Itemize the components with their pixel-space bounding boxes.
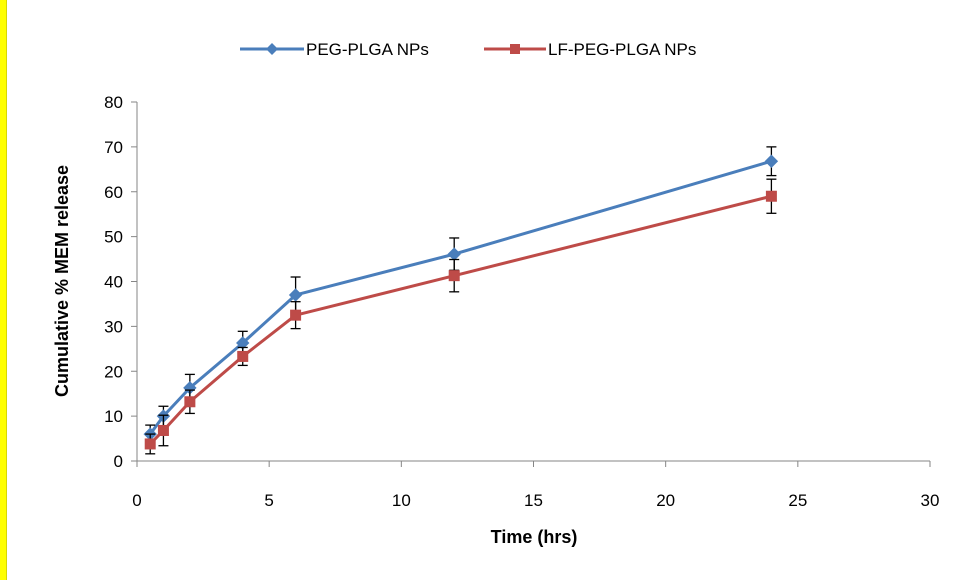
data-point-square — [448, 270, 460, 282]
legend-entry-lf-peg-plga: LF-PEG-PLGA NPs — [484, 40, 696, 59]
series-peg-plga — [143, 146, 779, 444]
plot-area — [143, 146, 779, 455]
y-tick-label: 80 — [104, 93, 123, 112]
axes — [131, 101, 931, 467]
x-tick-label: 20 — [656, 491, 675, 510]
x-tick-label: 25 — [788, 491, 807, 510]
x-tick-label: 5 — [264, 491, 273, 510]
y-tick-label: 40 — [104, 273, 123, 292]
data-point-square — [144, 438, 156, 450]
y-tick-label: 10 — [104, 407, 123, 426]
series-lf-peg-plga — [144, 178, 777, 455]
y-tick-label: 60 — [104, 183, 123, 202]
x-tick-label: 15 — [524, 491, 543, 510]
legend-marker-diamond — [266, 43, 278, 55]
x-tick-label: 0 — [132, 491, 141, 510]
tick-labels: 0 10 20 30 40 50 60 70 80 0 5 10 15 20 25 30 — [104, 93, 939, 510]
legend-marker-square — [510, 44, 520, 54]
data-point-square — [765, 190, 777, 202]
y-tick-label: 0 — [114, 452, 123, 471]
data-point-square — [237, 350, 249, 362]
data-point-square — [184, 396, 196, 408]
x-tick-label: 10 — [392, 491, 411, 510]
data-point-diamond — [288, 288, 303, 302]
data-point-diamond — [447, 247, 461, 261]
series-line — [149, 194, 772, 445]
x-tick-label: 30 — [921, 491, 940, 510]
legend-label-peg-plga: PEG-PLGA NPs — [306, 40, 429, 59]
series-line — [149, 159, 772, 435]
y-tick-label: 50 — [104, 228, 123, 247]
data-point-square — [157, 424, 169, 436]
data-point-diamond — [764, 154, 779, 168]
legend-label-lf-peg-plga: LF-PEG-PLGA NPs — [548, 40, 696, 59]
y-tick-label: 30 — [104, 317, 123, 336]
data-point-square — [290, 309, 302, 321]
y-tick-label: 20 — [104, 362, 123, 381]
legend-entry-peg-plga: PEG-PLGA NPs — [240, 40, 429, 59]
y-tick-label: 70 — [104, 138, 123, 157]
y-axis-title: Cumulative % MEM release — [52, 165, 72, 397]
x-axis-title: Time (hrs) — [491, 527, 578, 547]
legend: PEG-PLGA NPs LF-PEG-PLGA NPs — [240, 40, 696, 59]
yellow-margin-bar — [0, 0, 7, 580]
